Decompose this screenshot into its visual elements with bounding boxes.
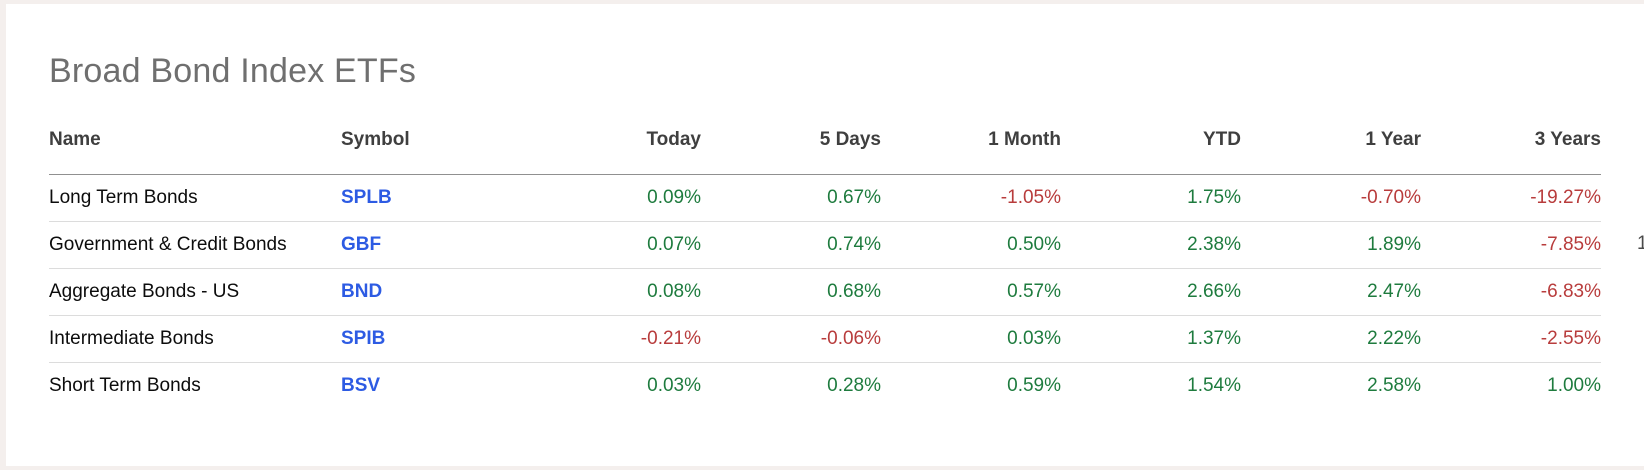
- value-cell: 0.07%: [521, 221, 701, 269]
- symbol-cell: BND: [341, 268, 521, 316]
- table-row: Intermediate Bonds SPIB -0.21% -0.06% 0.03% 1…: [49, 315, 1601, 363]
- column-header-1-year: 1 Year: [1241, 129, 1421, 175]
- symbol-link[interactable]: SPIB: [341, 328, 386, 349]
- value-cell: 2.66%: [1061, 268, 1241, 316]
- value-cell: 2.58%: [1241, 362, 1421, 410]
- symbol-cell: SPLB: [341, 175, 521, 222]
- value-cell: -19.27%: [1530, 187, 1601, 208]
- table-row: Government & Credit Bonds GBF 0.07% 0.74% 0.…: [49, 221, 1601, 269]
- etf-name: Intermediate Bonds: [49, 315, 341, 363]
- value-cell: 0.68%: [701, 268, 881, 316]
- symbol-link[interactable]: GBF: [341, 234, 382, 255]
- etf-table-body: Long Term Bonds SPLB 0.09% 0.67% -1.05% 1.75%…: [49, 175, 1601, 410]
- value-cell: -0.70%: [1360, 187, 1421, 208]
- symbol-cell: SPIB: [341, 315, 521, 363]
- value-cell: 2.47%: [1241, 268, 1421, 316]
- value-cell: 2.38%: [1061, 221, 1241, 269]
- value-cell: 1.75%: [1187, 187, 1241, 208]
- table-row: Aggregate Bonds - US BND 0.08% 0.68% 0.57% 2.…: [49, 268, 1601, 316]
- value-cell: 0.03%: [881, 315, 1061, 363]
- etf-card: Broad Bond Index ETFs Name Symbol Today 5 D…: [6, 4, 1644, 466]
- symbol-link[interactable]: BSV: [341, 375, 381, 397]
- column-header-name: Name: [49, 129, 341, 175]
- value-cell: 0.67%: [827, 187, 881, 208]
- symbol-link[interactable]: SPLB: [341, 187, 392, 208]
- value-cell: -6.83%: [1421, 268, 1601, 316]
- column-header-1-month: 1 Month: [881, 129, 1061, 175]
- value-cell: 1.54%: [1061, 362, 1241, 410]
- etf-table: Name Symbol Today 5 Days 1 Month YTD 1 Year 3 Y…: [49, 129, 1601, 410]
- table-row: Long Term Bonds SPLB 0.09% 0.67% -1.05% 1.75%…: [49, 175, 1601, 222]
- value-cell: -0.06%: [701, 315, 881, 363]
- column-header-symbol: Symbol: [341, 129, 521, 175]
- page-title: Broad Bond Index ETFs: [49, 52, 417, 90]
- value-cell: 0.57%: [881, 268, 1061, 316]
- column-header-5-days: 5 Days: [701, 129, 881, 175]
- value-cell: 1.00%: [1421, 362, 1601, 410]
- value-cell: 0.03%: [521, 362, 701, 410]
- table-header-row: Name Symbol Today 5 Days 1 Month YTD 1 Year 3 Y…: [49, 129, 1601, 175]
- column-header-3-years: 3 Years: [1421, 129, 1601, 175]
- column-header-today: Today: [521, 129, 701, 175]
- symbol-link[interactable]: BND: [341, 281, 383, 302]
- symbol-cell: GBF: [341, 221, 521, 269]
- value-cell: -1.05%: [1000, 187, 1061, 208]
- etf-name: Short Term Bonds: [49, 362, 341, 410]
- value-cell: 0.09%: [647, 187, 701, 208]
- value-cell: 0.50%: [881, 221, 1061, 269]
- value-cell: -0.21%: [521, 315, 701, 363]
- value-cell: -7.85%: [1421, 221, 1601, 269]
- value-cell: 0.28%: [701, 362, 881, 410]
- etf-name: Long Term Bonds: [49, 187, 198, 208]
- value-cell: 1.37%: [1061, 315, 1241, 363]
- value-cell: 1.89%: [1241, 221, 1421, 269]
- etf-name: Government & Credit Bonds: [49, 221, 341, 269]
- column-header-ytd: YTD: [1061, 129, 1241, 175]
- symbol-cell: BSV: [341, 362, 521, 410]
- value-cell: -2.55%: [1421, 315, 1601, 363]
- value-cell: 2.22%: [1241, 315, 1421, 363]
- value-cell: 0.08%: [521, 268, 701, 316]
- value-cell: 0.74%: [701, 221, 881, 269]
- clipped-next-column-fragment: 1: [1637, 233, 1644, 254]
- table-row: Short Term Bonds BSV 0.03% 0.28% 0.59% 1.54% 2…: [49, 362, 1601, 410]
- value-cell: 0.59%: [881, 362, 1061, 410]
- etf-name: Aggregate Bonds - US: [49, 268, 341, 316]
